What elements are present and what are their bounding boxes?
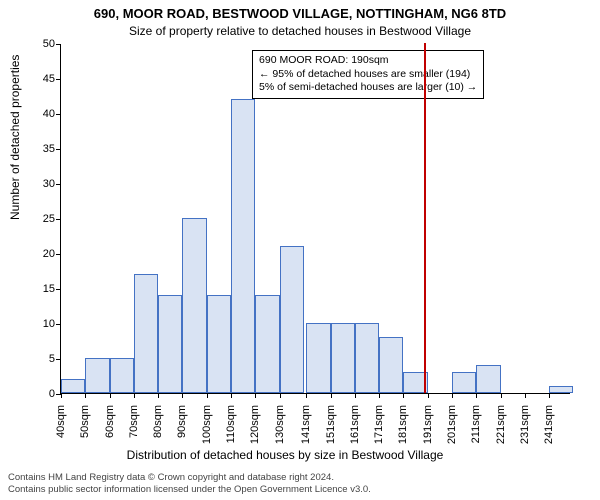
plot-area: 690 MOOR ROAD: 190sqm ← 95% of detached … <box>60 44 570 394</box>
info-line-2: ← 95% of detached houses are smaller (19… <box>259 68 477 82</box>
histogram-bar <box>331 323 355 393</box>
y-tick-mark <box>56 114 61 115</box>
x-tick-label: 60sqm <box>104 399 116 438</box>
x-tick-mark <box>379 393 380 398</box>
x-tick-mark <box>280 393 281 398</box>
histogram-bar <box>280 246 304 393</box>
x-tick-label: 151sqm <box>325 399 337 444</box>
x-tick-mark <box>452 393 453 398</box>
x-tick-label: 70sqm <box>128 399 140 438</box>
x-tick-mark <box>403 393 404 398</box>
x-tick-mark <box>182 393 183 398</box>
histogram-bar <box>306 323 330 393</box>
x-tick-label: 40sqm <box>55 399 67 438</box>
x-tick-label: 181sqm <box>397 399 409 444</box>
x-tick-label: 201sqm <box>446 399 458 444</box>
chart-title-address: 690, MOOR ROAD, BESTWOOD VILLAGE, NOTTIN… <box>0 6 600 21</box>
histogram-bar <box>134 274 158 393</box>
x-tick-label: 161sqm <box>349 399 361 444</box>
y-tick-mark <box>56 184 61 185</box>
histogram-bar <box>182 218 206 393</box>
x-tick-mark <box>61 393 62 398</box>
x-tick-label: 50sqm <box>79 399 91 438</box>
x-tick-label: 130sqm <box>274 399 286 444</box>
x-tick-mark <box>110 393 111 398</box>
histogram-bar <box>85 358 109 393</box>
x-tick-label: 110sqm <box>225 399 237 443</box>
y-tick-mark <box>56 289 61 290</box>
y-tick-mark <box>56 254 61 255</box>
x-tick-mark <box>476 393 477 398</box>
marker-info-box: 690 MOOR ROAD: 190sqm ← 95% of detached … <box>252 50 484 99</box>
x-tick-mark <box>207 393 208 398</box>
y-tick-mark <box>56 324 61 325</box>
histogram-chart: 690, MOOR ROAD, BESTWOOD VILLAGE, NOTTIN… <box>0 0 600 500</box>
chart-subtitle: Size of property relative to detached ho… <box>0 24 600 38</box>
histogram-bar <box>452 372 476 393</box>
x-tick-label: 191sqm <box>422 399 434 444</box>
x-tick-mark <box>231 393 232 398</box>
y-tick-mark <box>56 149 61 150</box>
x-tick-label: 241sqm <box>543 399 555 444</box>
footer-line-2: Contains public sector information licen… <box>8 484 371 496</box>
y-tick-mark <box>56 359 61 360</box>
x-tick-label: 120sqm <box>249 399 261 444</box>
histogram-bar <box>255 295 279 393</box>
histogram-bar <box>61 379 85 393</box>
x-tick-mark <box>85 393 86 398</box>
x-tick-mark <box>355 393 356 398</box>
footer-attribution: Contains HM Land Registry data © Crown c… <box>8 472 371 496</box>
histogram-bar <box>158 295 182 393</box>
x-tick-label: 90sqm <box>176 399 188 438</box>
y-tick-mark <box>56 79 61 80</box>
x-tick-label: 221sqm <box>495 399 507 444</box>
histogram-bar <box>110 358 134 393</box>
x-tick-mark <box>134 393 135 398</box>
histogram-bar <box>379 337 403 393</box>
x-tick-label: 80sqm <box>152 399 164 438</box>
y-tick-mark <box>56 44 61 45</box>
x-tick-label: 100sqm <box>201 399 213 444</box>
x-tick-mark <box>306 393 307 398</box>
info-line-3: 5% of semi-detached houses are larger (1… <box>259 81 477 95</box>
x-tick-label: 211sqm <box>470 399 482 443</box>
x-tick-mark <box>525 393 526 398</box>
histogram-bar <box>231 99 255 393</box>
x-tick-label: 141sqm <box>300 399 312 444</box>
y-axis-label: Number of detached properties <box>8 55 22 220</box>
x-tick-mark <box>549 393 550 398</box>
marker-line <box>424 43 426 393</box>
histogram-bar <box>476 365 500 393</box>
histogram-bar <box>355 323 379 393</box>
x-tick-label: 231sqm <box>519 399 531 444</box>
x-tick-mark <box>428 393 429 398</box>
x-tick-mark <box>255 393 256 398</box>
y-tick-mark <box>56 219 61 220</box>
info-line-1: 690 MOOR ROAD: 190sqm <box>259 54 477 68</box>
x-tick-mark <box>501 393 502 398</box>
x-tick-label: 171sqm <box>373 399 385 444</box>
histogram-bar <box>549 386 573 393</box>
x-axis-label: Distribution of detached houses by size … <box>0 448 570 462</box>
footer-line-1: Contains HM Land Registry data © Crown c… <box>8 472 371 484</box>
histogram-bar <box>207 295 231 393</box>
x-tick-mark <box>331 393 332 398</box>
x-tick-mark <box>158 393 159 398</box>
